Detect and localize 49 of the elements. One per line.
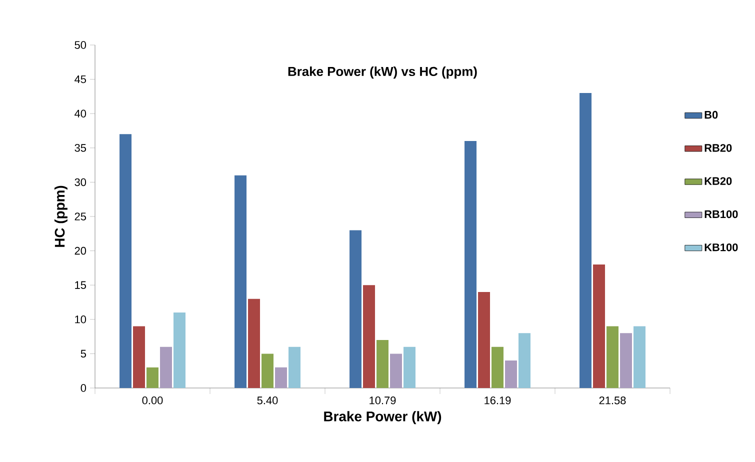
bar [133, 326, 146, 388]
y-tick-label: 0 [80, 384, 86, 392]
bar [464, 141, 477, 388]
bar [620, 333, 632, 388]
y-tick-label: 35 [74, 144, 86, 152]
y-tick-label: 30 [74, 178, 86, 186]
bar [262, 354, 274, 388]
bar [350, 230, 362, 388]
y-tick-label: 45 [74, 75, 86, 84]
x-tick-label: 16.19 [484, 396, 511, 404]
bar [492, 346, 504, 388]
y-tick-label: 20 [74, 246, 86, 255]
y-tick-label: 10 [75, 316, 86, 324]
x-axis-title: Brake Power (kW) [324, 411, 442, 424]
y-tick-label: 5 [80, 350, 86, 358]
bar [160, 346, 172, 388]
y-tick-label: 40 [74, 110, 86, 118]
text: Brake Power (kW) vs HC (ppm) [288, 66, 477, 79]
legend-label: B0 [704, 110, 718, 119]
bar [120, 134, 132, 388]
bar [248, 298, 260, 388]
bar [376, 340, 389, 388]
bar [288, 346, 300, 388]
bar [234, 175, 247, 388]
bar [606, 326, 619, 388]
y-tick-label: 50 [74, 41, 86, 49]
y-axis-title: HC (ppm) [54, 186, 68, 247]
bar [478, 292, 490, 388]
bar [390, 354, 402, 388]
legend-label: KB100 [704, 243, 738, 252]
bar [580, 93, 592, 388]
bar [518, 333, 530, 388]
legend-label: KB20 [704, 177, 732, 185]
x-tick-label: 5.40 [257, 396, 278, 404]
legend-label: RB100 [704, 210, 738, 218]
y-tick-label: 15 [75, 281, 86, 289]
legend-label: RB20 [704, 144, 732, 152]
bar [274, 367, 287, 388]
bar [593, 264, 606, 388]
bar [403, 346, 416, 388]
bar [505, 360, 517, 388]
x-tick-label: 21.58 [599, 396, 626, 404]
y-tick-label: 25 [74, 212, 86, 220]
bar [146, 367, 158, 388]
bar [173, 312, 186, 388]
x-tick-label: 10.79 [370, 396, 396, 404]
x-tick-label: 0.00 [142, 396, 163, 404]
bar [363, 285, 376, 388]
bar [633, 326, 646, 388]
